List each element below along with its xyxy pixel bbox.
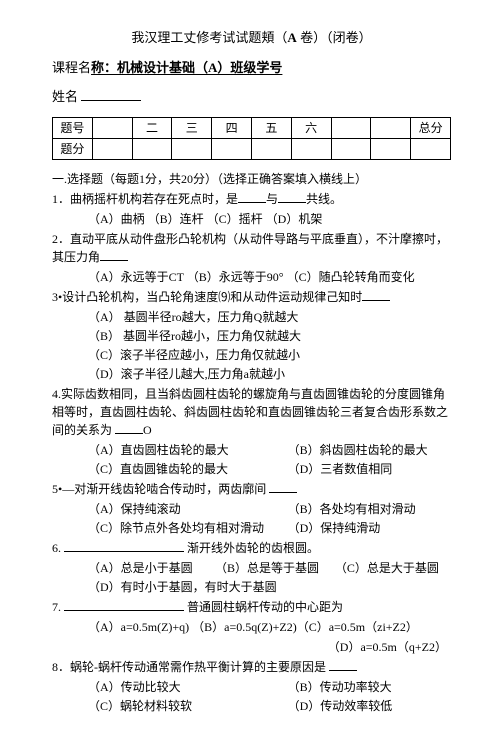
q3-text: 3•设计凸轮机构，当凸轮角速度⑼和从动件运动规律己知时 [52, 290, 362, 304]
q7-tail: 普通圆柱蜗杆传动的中心距为 [187, 600, 343, 614]
cell [371, 138, 411, 159]
q6-opt-d: （D）有时小于基圆，有时大于基圆 [52, 578, 451, 596]
cell [92, 138, 132, 159]
q6-opt-b: （B）总是等于基圆 [215, 559, 335, 577]
cell [212, 138, 252, 159]
name-blank [81, 88, 141, 101]
q4-opt-b: （B）斜齿圆柱齿轮的最大 [288, 441, 428, 459]
course-prefix: 课程名 [52, 60, 91, 75]
score-table: 题号 二 三 四 五 六 总分 题分 [52, 117, 451, 160]
section-heading: 一.选择题（每题1分，共20分）（选择正确答案填入横线上） [52, 170, 451, 188]
cell [331, 117, 371, 138]
q4-opt-a: （A）直齿圆柱齿轮的最大 [88, 441, 288, 459]
cell [172, 138, 212, 159]
q3-opt-d: （D）滚子半径儿越大,压力角a就越小 [52, 365, 451, 383]
blank [269, 492, 297, 493]
question-4: 4.实际齿数相同，且当斜齿圆柱齿轮的螺旋角与直齿圆锥齿轮的分度圆锥角相等时，直齿… [52, 385, 451, 439]
q5-options-row2: （C）除节点外各处均有相对滑动 （D）保持纯滑动 [52, 519, 451, 537]
cell [291, 138, 331, 159]
q1-options: （A）曲柄 （B）连杆 （C）摇杆 （D）机架 [52, 210, 451, 228]
q5-text: 5•—对渐开线齿轮啮合传动时，两齿廓间 [52, 482, 266, 496]
blank [238, 202, 266, 203]
question-8: 8．蜗轮-蜗杆传动通常需作热平衡计算的主要原因是 [52, 658, 451, 676]
question-5: 5•—对渐开线齿轮啮合传动时，两齿廓间 [52, 480, 451, 498]
q7-num: 7. [52, 600, 61, 614]
q5-opt-c: （C）除节点外各处均有相对滑动 [88, 519, 288, 537]
blank [64, 610, 184, 611]
question-3: 3•设计凸轮机构，当凸轮角速度⑼和从动件运动规律己知时 [52, 288, 451, 306]
q4-options-row1: （A）直齿圆柱齿轮的最大 （B）斜齿圆柱齿轮的最大 [52, 441, 451, 459]
title-right: 卷）（闭卷） [297, 30, 372, 45]
q2-options: （A）永远等于CT （B）永远等于90° （C）随凸轮转角而变化 [52, 268, 451, 286]
cell [331, 138, 371, 159]
cell: 二 [132, 117, 172, 138]
q7-opt-d-line: （D）a=0.5m（q+Z2） [52, 638, 451, 656]
q6-tail: 渐开线外齿轮的齿根圆。 [187, 541, 319, 555]
q5-opt-a: （A）保持纯滚动 [88, 500, 288, 518]
q6-opt-c: （C）总是大于基圆 [335, 559, 439, 577]
blank [329, 670, 357, 671]
q1-tail: 与 [266, 192, 278, 206]
blank [278, 202, 306, 203]
q8-options-row2: （C）蜗轮材料较软 （D）传动效率较低 [52, 697, 451, 715]
q8-opt-d: （D）传动效率较低 [288, 697, 393, 715]
q3-opt-b: （B） 基圆半径ro越小，压力角仅就越大 [52, 327, 451, 345]
question-6: 6. 渐开线外齿轮的齿根圆。 [52, 539, 451, 557]
course-label: 称：机械设计基础（A）班级学号 [91, 60, 282, 75]
q4-text: 4.实际齿数相同，且当斜齿圆柱齿轮的螺旋角与直齿圆锥齿轮的分度圆锥角相等时，直齿… [52, 387, 448, 437]
q3-opt-c: （C）滚子半径应越小，压力角仅就越小 [52, 346, 451, 364]
q4-tail: O [143, 423, 152, 437]
name-label: 姓名 [52, 89, 78, 104]
q6-num: 6. [52, 541, 61, 555]
cell [371, 117, 411, 138]
cell: 四 [212, 117, 252, 138]
question-2: 2．直动平底从动件盘形凸轮机构（从动件导路与平底垂直），不汁摩擦吋，其压力角 [52, 230, 451, 266]
q4-opt-d: （D）三者数值相同 [288, 460, 393, 478]
question-1: 1．曲柄摇杆机构若存在死点时，是 与 共线。 [52, 190, 451, 208]
cell [132, 138, 172, 159]
q8-opt-b: （B）传动功率较大 [288, 678, 392, 696]
blank [115, 433, 143, 434]
q4-opt-c: （C）直齿圆锥齿轮的最大 [88, 460, 288, 478]
q1-text: 1．曲柄摇杆机构若存在死点时，是 [52, 192, 238, 206]
q7-options: （A）a=0.5m(Z)+q) （B）a=0.5q(Z)+Z2)（C）a=0.5… [52, 618, 451, 636]
course-line: 课程名称：机械设计基础（A）班级学号 [52, 58, 451, 78]
q8-text: 8．蜗轮-蜗杆传动通常需作热平衡计算的主要原因是 [52, 660, 326, 674]
q6-opt-a: （A）总是小于基圆 [88, 559, 215, 577]
q8-options-row1: （A）传动比较大 （B）传动功率较大 [52, 678, 451, 696]
cell [411, 138, 451, 159]
cell: 六 [291, 117, 331, 138]
table-row: 题分 [53, 138, 451, 159]
cell [92, 117, 132, 138]
table-row: 题号 二 三 四 五 六 总分 [53, 117, 451, 138]
cell [251, 138, 291, 159]
q8-opt-c: （C）蜗轮材料较软 [88, 697, 288, 715]
q8-opt-a: （A）传动比较大 [88, 678, 288, 696]
title-bold: A [287, 30, 296, 45]
exam-title: 我汉理工丈修考试试题頬（A 卷）（闭卷） [52, 28, 451, 48]
q5-opt-b: （B）各处均有相对滑动 [288, 500, 416, 518]
blank [362, 300, 390, 301]
cell: 三 [172, 117, 212, 138]
q5-opt-d: （D）保持纯滑动 [288, 519, 381, 537]
name-line: 姓名 [52, 87, 451, 107]
question-7: 7. 普通圆柱蜗杆传动的中心距为 [52, 598, 451, 616]
q6-options-row1: （A）总是小于基圆 （B）总是等于基圆 （C）总是大于基圆 [52, 559, 451, 577]
q1-tail2: 共线。 [306, 192, 342, 206]
cell: 总分 [411, 117, 451, 138]
q5-options-row1: （A）保持纯滚动 （B）各处均有相对滑动 [52, 500, 451, 518]
cell: 题号 [53, 117, 93, 138]
cell: 五 [251, 117, 291, 138]
q4-options-row2: （C）直齿圆锥齿轮的最大 （D）三者数值相同 [52, 460, 451, 478]
cell: 题分 [53, 138, 93, 159]
blank [100, 260, 128, 261]
q3-opt-a: （A） 基圆半径ro越大，压力角Q就越大 [52, 308, 451, 326]
blank [64, 551, 184, 552]
title-left: 我汉理工丈修考试试题頬（ [131, 30, 287, 45]
